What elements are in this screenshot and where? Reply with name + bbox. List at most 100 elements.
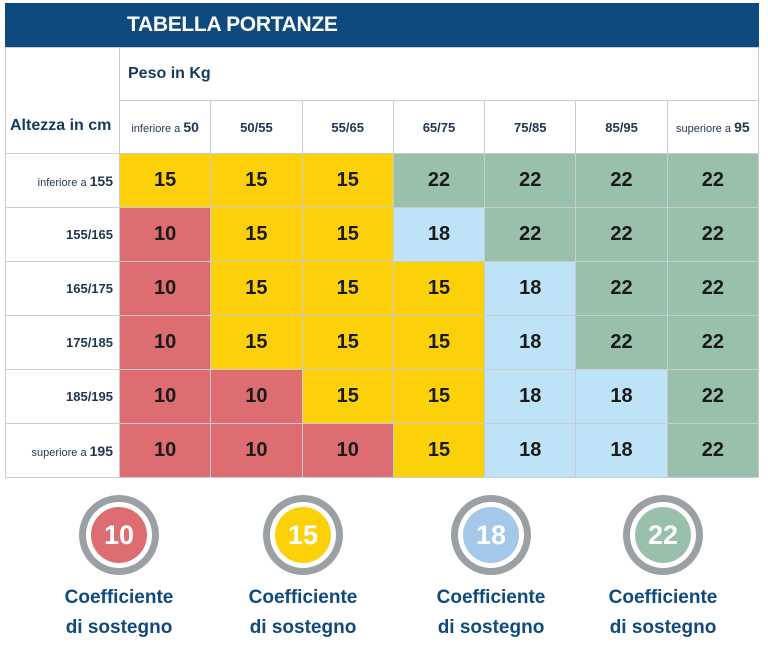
table-row: superiore a 195 10 10 10 15 18 18 22 — [5, 423, 760, 478]
coefficient-cell: 22 — [666, 423, 760, 478]
coefficient-cell: 15 — [301, 261, 394, 316]
coefficient-cell: 15 — [210, 315, 303, 370]
weight-value: 95 — [734, 119, 750, 135]
badge-value: 18 — [463, 507, 519, 563]
legend-item: 18 Coefficiente di sostegno — [406, 495, 576, 643]
coefficient-cell: 18 — [575, 423, 668, 478]
table-row: 185/195 10 10 15 15 18 18 22 — [5, 369, 760, 424]
coefficient-cell: 15 — [118, 153, 212, 208]
coefficient-badge: 10 — [79, 495, 159, 575]
coefficient-cell: 22 — [575, 153, 668, 208]
weight-column-header: 50/55 — [210, 100, 303, 154]
coefficient-cell: 15 — [301, 207, 394, 262]
coefficient-cell: 15 — [301, 153, 394, 208]
coefficient-cell: 15 — [392, 315, 486, 370]
height-prefix: superiore a — [31, 446, 90, 459]
legend-label-line1: Coefficiente — [608, 587, 718, 608]
legend: 10 Coefficiente di sostegno 15 Coefficiente d… — [0, 495, 768, 655]
coefficient-badge: 22 — [623, 495, 703, 575]
coefficient-cell: 22 — [575, 315, 668, 370]
height-prefix: inferiore a — [37, 176, 90, 189]
coefficient-cell: 22 — [484, 207, 577, 262]
badge-value: 15 — [275, 507, 331, 563]
coefficient-cell: 15 — [210, 261, 303, 316]
table-title: TABELLA PORTANZE — [5, 3, 759, 47]
height-axis-label: Altezza in cm — [10, 117, 112, 134]
weight-column-header: 65/75 — [392, 100, 486, 154]
weight-value: 50 — [183, 119, 199, 135]
table-row: 155/165 10 15 15 18 22 22 22 — [5, 207, 760, 262]
coefficient-cell: 10 — [118, 207, 212, 262]
coefficient-cell: 22 — [484, 153, 577, 208]
height-row-header: 155/165 — [5, 207, 120, 262]
coefficient-badge: 15 — [263, 495, 343, 575]
coefficient-cell: 22 — [666, 207, 760, 262]
coefficient-cell: 18 — [575, 369, 668, 424]
coefficient-cell: 10 — [301, 423, 394, 478]
table-row: inferiore a 155 15 15 15 22 22 22 22 — [5, 153, 760, 208]
coefficient-cell: 22 — [392, 153, 486, 208]
weight-column-header: 85/95 — [575, 100, 668, 154]
coefficient-cell: 15 — [392, 369, 486, 424]
coefficient-cell: 10 — [118, 369, 212, 424]
coefficient-cell: 15 — [210, 153, 303, 208]
height-row-header: inferiore a 155 — [5, 153, 120, 208]
legend-label: Coefficiente di sostegno — [34, 583, 204, 643]
coefficient-cell: 15 — [392, 261, 486, 316]
coefficient-cell: 18 — [484, 423, 577, 478]
weight-column-header: superiore a 95 — [666, 100, 760, 154]
legend-label-line2: di sostegno — [249, 617, 357, 638]
coefficient-cell: 18 — [392, 207, 486, 262]
coefficient-cell: 22 — [666, 315, 760, 370]
coefficient-cell: 15 — [392, 423, 486, 478]
legend-label: Coefficiente di sostegno — [406, 583, 576, 643]
coefficient-cell: 10 — [118, 315, 212, 370]
weight-column-header: 55/65 — [301, 100, 394, 154]
coefficient-cell: 10 — [210, 423, 303, 478]
badge-value: 22 — [635, 507, 691, 563]
coefficient-cell: 22 — [575, 207, 668, 262]
height-row-header: 175/185 — [5, 315, 120, 370]
coefficient-cell: 18 — [484, 261, 577, 316]
load-table-container: TABELLA PORTANZE Altezza in cm Peso in K… — [5, 3, 760, 478]
height-row-header: 165/175 — [5, 261, 120, 316]
weight-axis-label: Peso in Kg — [119, 47, 759, 101]
coefficient-cell: 10 — [118, 261, 212, 316]
coefficient-cell: 15 — [301, 315, 394, 370]
coefficient-cell: 15 — [210, 207, 303, 262]
height-value: 195 — [89, 442, 113, 459]
height-value: 155 — [89, 172, 113, 189]
coefficient-cell: 22 — [666, 261, 760, 316]
legend-item: 15 Coefficiente di sostegno — [218, 495, 388, 643]
legend-label: Coefficiente di sostegno — [578, 583, 748, 643]
coefficient-cell: 22 — [666, 153, 760, 208]
badge-value: 10 — [91, 507, 147, 563]
legend-label: Coefficiente di sostegno — [218, 583, 388, 643]
load-table: Altezza in cm Peso in Kg inferiore a 50 5… — [5, 47, 760, 478]
coefficient-cell: 18 — [484, 369, 577, 424]
coefficient-cell: 22 — [575, 261, 668, 316]
height-row-header: superiore a 195 — [5, 423, 120, 478]
coefficient-cell: 15 — [301, 369, 394, 424]
coefficient-cell: 10 — [118, 423, 212, 478]
legend-label-line2: di sostegno — [437, 617, 545, 638]
weight-prefix: superiore a — [676, 123, 735, 135]
coefficient-cell: 22 — [666, 369, 760, 424]
table-row: 165/175 10 15 15 15 18 22 22 — [5, 261, 760, 316]
weight-prefix: inferiore a — [131, 123, 184, 135]
coefficient-cell: 18 — [484, 315, 577, 370]
legend-label-line1: Coefficiente — [64, 587, 174, 608]
weight-column-header: 75/85 — [484, 100, 577, 154]
legend-label-line1: Coefficiente — [248, 587, 358, 608]
legend-label-line2: di sostegno — [609, 617, 717, 638]
table-row: 175/185 10 15 15 15 18 22 22 — [5, 315, 760, 370]
legend-item: 10 Coefficiente di sostegno — [34, 495, 204, 643]
weight-header-row: inferiore a 50 50/55 55/65 65/75 75/85 85/95 s… — [6, 100, 760, 154]
legend-label-line1: Coefficiente — [436, 587, 546, 608]
legend-item: 22 Coefficiente di sostegno — [578, 495, 748, 643]
coefficient-badge: 18 — [451, 495, 531, 575]
coefficient-cell: 10 — [210, 369, 303, 424]
height-row-header: 185/195 — [5, 369, 120, 424]
legend-label-line2: di sostegno — [65, 617, 173, 638]
corner-cell: Altezza in cm — [5, 47, 120, 154]
